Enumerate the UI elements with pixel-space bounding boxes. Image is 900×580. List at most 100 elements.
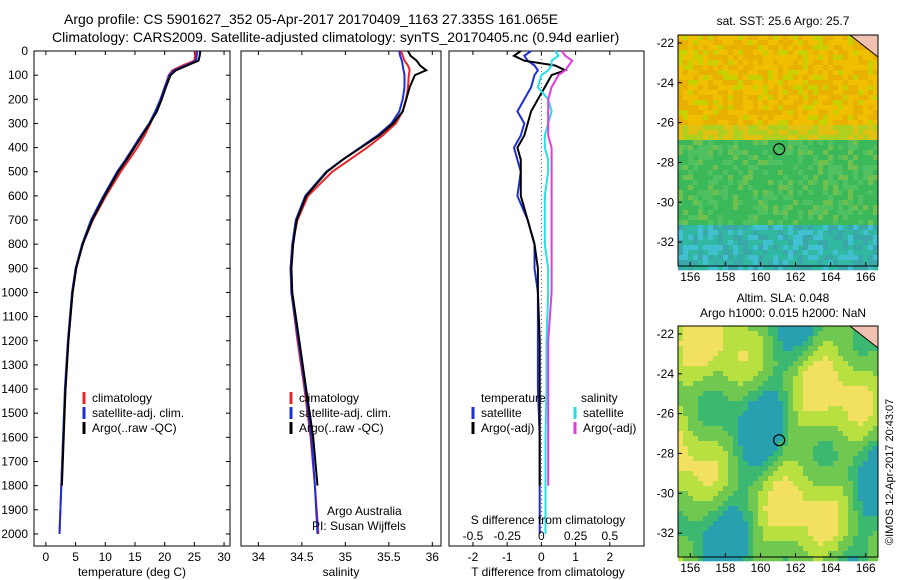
map-cell (728, 210, 734, 216)
map-cell (853, 451, 859, 457)
map-cell (808, 471, 814, 477)
map-cell (843, 451, 849, 457)
map-cell (813, 406, 819, 412)
map-cell (868, 431, 874, 437)
map-cell (703, 180, 709, 186)
map-cell (713, 506, 719, 512)
map-cell (818, 381, 824, 387)
map-cell (873, 215, 879, 221)
map-cell (703, 230, 709, 236)
map-cell (698, 165, 704, 171)
map-cell (788, 401, 794, 407)
map-cell (693, 411, 699, 417)
map-cell (843, 145, 849, 151)
map-cell (833, 486, 839, 492)
map-cell (863, 506, 869, 512)
map-cell (828, 546, 834, 552)
map-cell (783, 85, 789, 91)
map-cell (768, 511, 774, 517)
map-cell (723, 446, 729, 452)
map-cell (778, 210, 784, 216)
map-cell (733, 461, 739, 467)
map-cell (733, 215, 739, 221)
map-cell (733, 195, 739, 201)
map-cell (773, 456, 779, 462)
map-cell (788, 245, 794, 251)
map-cell (718, 260, 724, 266)
map-cell (808, 135, 814, 141)
map-cell (728, 40, 734, 46)
map-cell (753, 451, 759, 457)
map-cell (758, 200, 764, 206)
map-cell (868, 551, 874, 557)
map-cell (678, 551, 684, 557)
map-cell (803, 471, 809, 477)
map-cell (808, 346, 814, 352)
map-cell (738, 451, 744, 457)
map-cell (678, 230, 684, 236)
map-cell (708, 341, 714, 347)
map-cell (793, 255, 799, 261)
x-tick-label: 34.5 (290, 550, 314, 564)
map-cell (828, 481, 834, 487)
map-cell (803, 491, 809, 497)
map-cell (693, 366, 699, 372)
map-cell (858, 461, 864, 467)
map-cell (858, 336, 864, 342)
map-cell (863, 431, 869, 437)
map-cell (853, 381, 859, 387)
map-cell (703, 95, 709, 101)
lon-tick-label: 164 (821, 270, 841, 284)
map-cell (853, 160, 859, 166)
map-cell (868, 230, 874, 236)
map-cell (763, 381, 769, 387)
map-cell (843, 491, 849, 497)
map-cell (813, 366, 819, 372)
map-cell (803, 125, 809, 131)
map-cell (718, 235, 724, 241)
map-cell (793, 230, 799, 236)
map-cell (788, 556, 794, 562)
map-cell (758, 245, 764, 251)
map-cell (858, 45, 864, 51)
map-cell (758, 35, 764, 41)
map-cell (768, 245, 774, 251)
map-cell (863, 381, 869, 387)
map-cell (853, 135, 859, 141)
map-cell (793, 466, 799, 472)
map-cell (733, 120, 739, 126)
map-cell (738, 491, 744, 497)
map-cell (733, 80, 739, 86)
map-cell (763, 506, 769, 512)
map-cell (713, 160, 719, 166)
map-cell (698, 155, 704, 161)
map-cell (863, 511, 869, 517)
map-cell (873, 411, 879, 417)
map-cell (748, 190, 754, 196)
map-cell (708, 506, 714, 512)
map-cell (808, 90, 814, 96)
map-cell (848, 60, 854, 66)
map-cell (813, 115, 819, 121)
map-cell (823, 336, 829, 342)
map-cell (868, 100, 874, 106)
map-cell (793, 356, 799, 362)
map-cell (803, 356, 809, 362)
map-cell (708, 381, 714, 387)
map-cell (678, 336, 684, 342)
map-cell (713, 150, 719, 156)
x-tick-label: 35 (339, 550, 353, 564)
map-cell (818, 260, 824, 266)
map-cell (868, 456, 874, 462)
map-cell (733, 546, 739, 552)
map-cell (703, 50, 709, 56)
map-cell (818, 346, 824, 352)
map-cell (753, 85, 759, 91)
map-cell (773, 85, 779, 91)
map-cell (748, 65, 754, 71)
map-cell (698, 90, 704, 96)
map-cell (843, 526, 849, 532)
map-cell (783, 386, 789, 392)
map-cell (743, 441, 749, 447)
map-cell (718, 336, 724, 342)
